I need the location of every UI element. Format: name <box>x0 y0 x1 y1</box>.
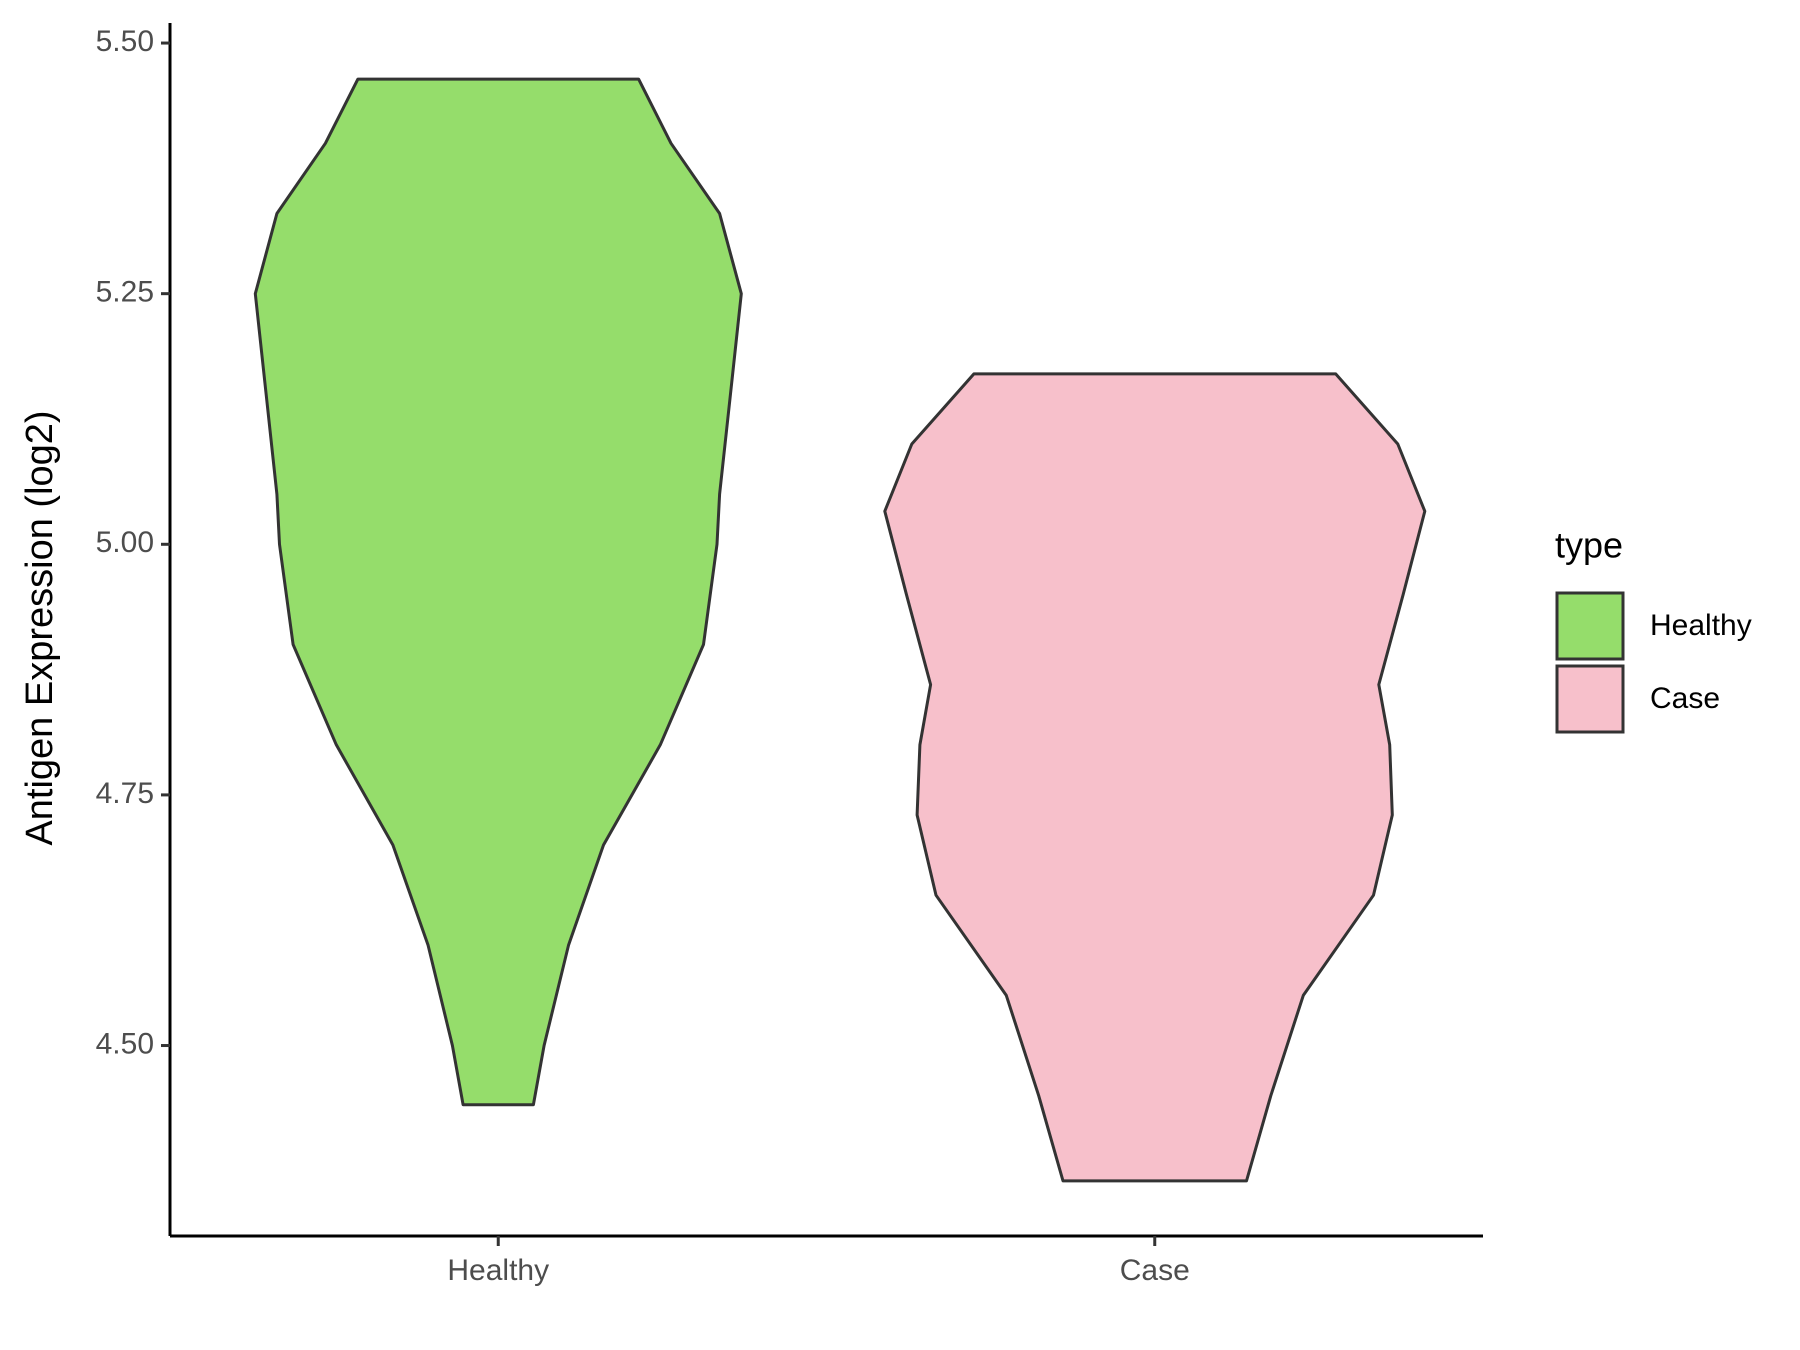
violin <box>883 372 1427 1183</box>
y-tick-label: 4.75 <box>96 777 154 810</box>
violin <box>253 77 743 1107</box>
y-tick-label: 5.00 <box>96 526 154 559</box>
legend-label: Case <box>1650 682 1720 715</box>
x-tick-label: Case <box>1120 1254 1190 1287</box>
y-tick-label: 4.50 <box>96 1027 154 1060</box>
legend-title: type <box>1555 525 1623 566</box>
legend-label: Healthy <box>1650 609 1752 642</box>
legend-swatch <box>1555 664 1625 734</box>
x-tick-label: Healthy <box>447 1254 549 1287</box>
y-tick-label: 5.50 <box>96 25 154 58</box>
y-tick-label: 5.25 <box>96 276 154 309</box>
y-axis-title: Antigen Expression (log2) <box>19 410 61 845</box>
legend-swatch <box>1555 591 1625 661</box>
